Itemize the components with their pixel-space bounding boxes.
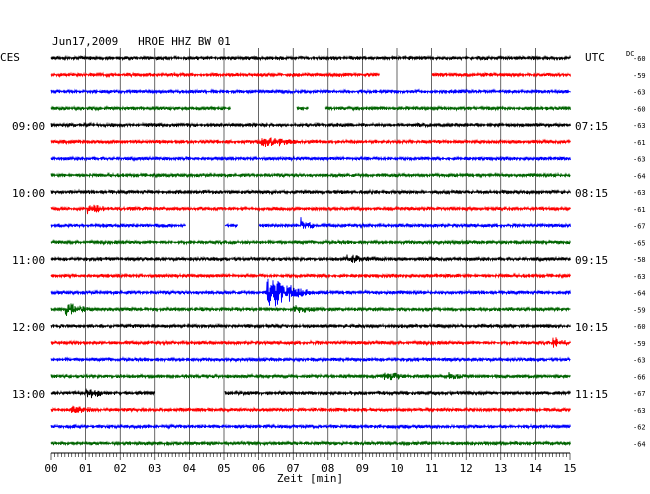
- x-tick-label-0: 00: [44, 462, 57, 475]
- trace-9: [50, 204, 571, 215]
- x-tick-label-15: 15: [563, 462, 576, 475]
- trace-20: [50, 388, 571, 399]
- dc-label-3: -60: [633, 105, 646, 113]
- time-label-local-12: 11:00: [12, 254, 45, 267]
- trace-21: [50, 405, 571, 414]
- dc-label-18: -63: [633, 357, 646, 365]
- time-label-local-8: 10:00: [12, 187, 45, 200]
- x-tick-label-4: 04: [183, 462, 197, 475]
- dc-label-7: -64: [633, 172, 646, 180]
- x-tick-label-1: 01: [79, 462, 92, 475]
- dc-label-1: -59: [633, 72, 646, 80]
- trace-6: [50, 155, 571, 162]
- dc-label-4: -63: [633, 122, 646, 130]
- time-label-utc-12: 09:15: [575, 254, 608, 267]
- dc-label-5: -61: [633, 139, 646, 147]
- x-tick-label-7: 07: [287, 462, 300, 475]
- time-label-local-16: 12:00: [12, 321, 45, 334]
- dc-label-19: -66: [633, 373, 646, 381]
- trace-4: [50, 121, 571, 129]
- x-tick-label-10: 10: [390, 462, 403, 475]
- trace-11: [50, 238, 571, 246]
- x-tick-label-12: 12: [460, 462, 473, 475]
- x-tick-label-11: 11: [425, 462, 438, 475]
- dc-header: DC: [626, 50, 634, 58]
- dc-label-16: -60: [633, 323, 646, 331]
- right-axis-label: UTC: [585, 51, 605, 64]
- dc-label-0: -60: [633, 55, 646, 63]
- dc-label-6: -63: [633, 156, 646, 164]
- x-axis: 00 01 02 03 04 05 06 07 08 09 10 11 12 13 14 15: [44, 452, 577, 475]
- time-label-utc-4: 07:15: [575, 120, 608, 133]
- trace-0: [50, 54, 571, 62]
- trace-16: [50, 322, 571, 330]
- trace-1: [50, 71, 571, 79]
- left-axis-label: CES: [0, 51, 20, 64]
- dc-label-17: -59: [633, 340, 646, 348]
- dc-label-8: -63: [633, 189, 646, 197]
- trace-18: [50, 355, 571, 363]
- trace-12: [50, 254, 571, 263]
- trace-2: [50, 88, 571, 95]
- trace-8: [50, 188, 571, 196]
- grid-lines: [85, 48, 536, 453]
- dc-label-9: -61: [633, 206, 646, 214]
- trace-3: [50, 104, 571, 112]
- chart-title: Jun17,2009 HROE HHZ BW 01: [52, 35, 231, 48]
- dc-label-2: -63: [633, 89, 646, 97]
- dc-label-22: -62: [633, 424, 646, 432]
- dc-label-21: -63: [633, 407, 646, 415]
- dc-label-20: -67: [633, 390, 646, 398]
- trace-5: [50, 137, 571, 148]
- trace-22: [50, 423, 571, 430]
- x-tick-label-5: 05: [217, 462, 230, 475]
- x-tick-label-13: 13: [494, 462, 507, 475]
- trace-group: [50, 54, 571, 447]
- time-label-local-4: 09:00: [12, 120, 45, 133]
- time-label-local-20: 13:00: [12, 388, 45, 401]
- x-tick-label-14: 14: [529, 462, 543, 475]
- trace-13: [50, 272, 571, 280]
- trace-labels: -60 -59 -63 -60 -63 09:00 07:15 -61 -63 -64 -63 10:…: [12, 55, 646, 448]
- dc-label-13: -63: [633, 273, 646, 281]
- dc-label-14: -64: [633, 290, 646, 298]
- x-tick-label-2: 02: [114, 462, 127, 475]
- x-tick-label-3: 03: [148, 462, 161, 475]
- dc-label-23: -64: [633, 440, 646, 448]
- trace-7: [50, 171, 571, 179]
- dc-label-10: -67: [633, 223, 646, 231]
- time-label-utc-8: 08:15: [575, 187, 608, 200]
- trace-17: [50, 337, 571, 348]
- x-tick-label-9: 09: [356, 462, 369, 475]
- dc-label-11: -65: [633, 239, 646, 247]
- trace-15: [50, 303, 571, 317]
- dc-label-15: -59: [633, 306, 646, 314]
- trace-10: [50, 217, 571, 229]
- trace-19: [50, 371, 571, 381]
- x-tick-label-6: 06: [252, 462, 265, 475]
- time-label-utc-16: 10:15: [575, 321, 608, 334]
- x-tick-label-8: 08: [321, 462, 334, 475]
- trace-23: [50, 439, 571, 447]
- time-label-utc-20: 11:15: [575, 388, 608, 401]
- dc-label-12: -58: [633, 256, 646, 264]
- trace-14: [50, 278, 571, 307]
- x-axis-label: Zeit [min]: [277, 472, 343, 485]
